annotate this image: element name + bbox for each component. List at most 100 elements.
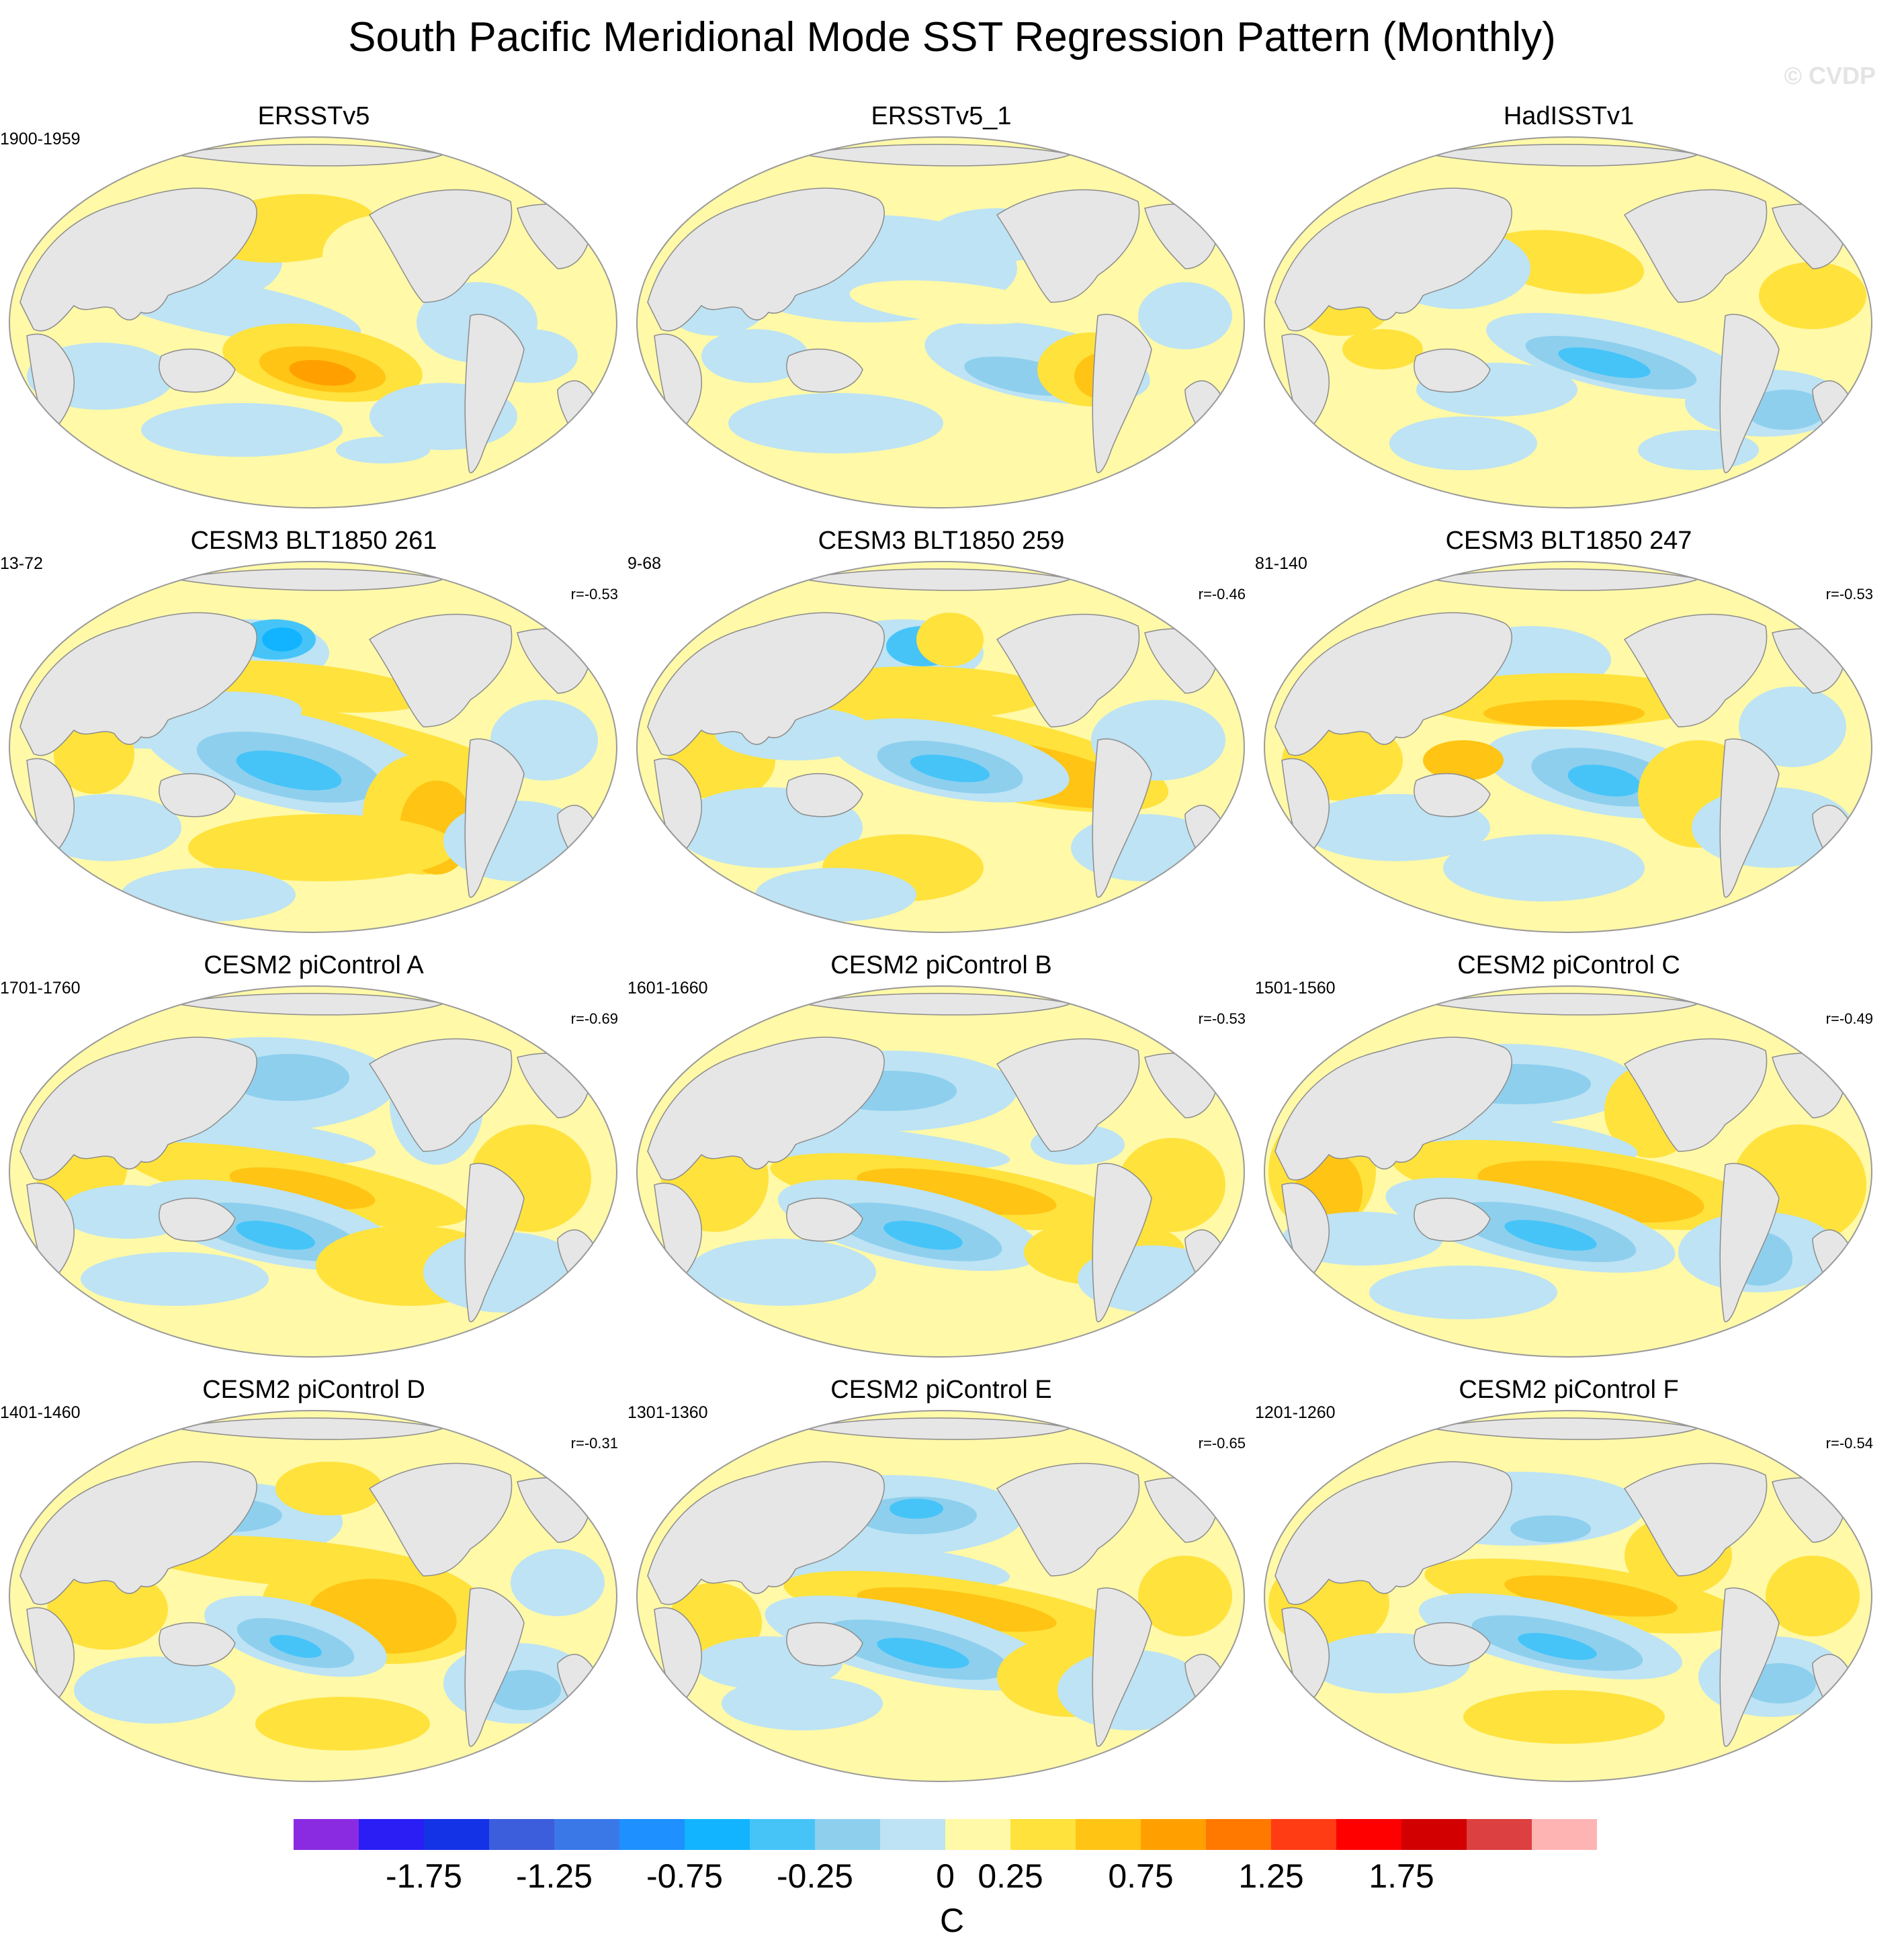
land-mass (996, 1038, 1140, 1152)
colorbar-swatch (619, 1819, 685, 1850)
panel-years: 1501-1560 (1255, 979, 1336, 998)
anomaly-region (1423, 740, 1504, 781)
panel-correlation: r=-0.54 (1825, 1435, 1873, 1452)
colorbar-swatch (359, 1819, 424, 1850)
land-mass (26, 1182, 75, 1280)
sst-map (636, 1410, 1245, 1782)
colorbar-tick-label: 1.25 (1238, 1857, 1304, 1895)
land-mass (1274, 187, 1512, 332)
panel-title: ERSSTv5 (257, 102, 370, 130)
land-mass (26, 758, 75, 855)
map-panel: CESM2 piControl B 1601-1660 r=-0.53 (628, 948, 1255, 1365)
land-mass (786, 772, 863, 817)
land-mass (1281, 333, 1330, 431)
land-mass (1719, 738, 1780, 898)
map-panel: CESM2 piControl F 1201-1260 r=-0.54 (1255, 1373, 1883, 1789)
panel-title: CESM2 piControl A (204, 951, 424, 979)
land-mass (1274, 1461, 1512, 1605)
anomaly-region (487, 1670, 561, 1710)
map-panel: CESM3 BLT1850 259 9-68 r=-0.46 (628, 524, 1255, 940)
land-mass (159, 348, 236, 393)
panel-title: ERSSTv5_1 (871, 102, 1012, 130)
watermark: © CVDP (1784, 62, 1876, 89)
anomaly-region (269, 1634, 322, 1658)
anomaly-region (688, 1239, 876, 1306)
anomaly-region (74, 1656, 235, 1724)
colorbar-swatch (685, 1819, 750, 1850)
anomaly-region (262, 627, 302, 652)
colorbar-swatch (424, 1819, 489, 1850)
anomaly-region (877, 1638, 969, 1669)
panel-title: HadISSTv1 (1503, 102, 1635, 130)
land-mass (19, 1036, 257, 1181)
map-panel: CESM3 BLT1850 247 81-140 r=-0.53 (1255, 524, 1883, 940)
sst-map (9, 1410, 617, 1782)
land-mass (368, 1038, 513, 1152)
colorbar-swatch (1467, 1819, 1532, 1850)
anomaly-region (336, 437, 430, 463)
colorbar (294, 1819, 1597, 1850)
anomaly-region (1389, 416, 1537, 470)
land-mass (19, 187, 257, 332)
anomaly-region (916, 613, 984, 666)
land-mass (19, 612, 257, 756)
land-mass (464, 314, 525, 474)
map-panel: ERSSTv5 1900-1959 (0, 99, 628, 516)
panel-years: 1601-1660 (628, 979, 708, 998)
panel-title: CESM2 piControl B (830, 951, 1052, 979)
anomaly-region (81, 1252, 269, 1306)
anomaly-region (1504, 1220, 1597, 1251)
anomaly-region (236, 1221, 315, 1250)
land-mass (1281, 1182, 1330, 1280)
anomaly-region (857, 1168, 1057, 1215)
anomaly-region (1342, 329, 1423, 369)
land-mass (1623, 1462, 1768, 1577)
panel-years: 13-72 (0, 554, 43, 573)
colorbar-units: C (939, 1902, 965, 1939)
anomaly-region (1558, 347, 1651, 378)
anomaly-region (1138, 1556, 1232, 1636)
sst-map (9, 985, 617, 1358)
land-mass (1274, 612, 1512, 756)
panel-years: 9-68 (628, 554, 662, 573)
land-mass (1092, 314, 1152, 474)
panel-correlation: r=-0.53 (570, 586, 618, 603)
anomaly-region (141, 403, 343, 457)
map-outline (9, 136, 617, 508)
panel-years: 1900-1959 (0, 130, 81, 148)
colorbar-swatch (750, 1819, 815, 1850)
panel-title: CESM2 piControl F (1459, 1376, 1679, 1404)
anomaly-region (857, 1587, 1057, 1632)
land-mass (159, 1622, 236, 1667)
panel-years: 81-140 (1255, 554, 1307, 573)
land-mass (1281, 758, 1330, 855)
land-mass (654, 333, 702, 431)
anomaly-region (121, 868, 296, 922)
panel-years: 1201-1260 (1255, 1403, 1336, 1422)
panel-title: CESM3 BLT1850 259 (818, 527, 1065, 555)
panel-title: CESM3 BLT1850 261 (190, 527, 437, 555)
anomaly-region (228, 1054, 349, 1101)
colorbar-swatch (1532, 1819, 1597, 1850)
map-panel: CESM2 piControl E 1301-1360 r=-0.65 (628, 1373, 1255, 1789)
colorbar-swatch (554, 1819, 619, 1850)
colorbar-swatch (1141, 1819, 1206, 1850)
land-mass (19, 1461, 257, 1605)
colorbar-tick-label: -1.25 (516, 1857, 593, 1895)
sst-map (1264, 561, 1872, 933)
map-outline (1264, 561, 1872, 933)
colorbar-swatch (880, 1819, 945, 1850)
panel-correlation: r=-0.53 (1198, 1010, 1246, 1027)
anomaly-region (883, 1221, 963, 1250)
panel-correlation: r=-0.53 (1825, 586, 1873, 603)
land-mass (26, 333, 75, 431)
colorbar-tick-label: 0.25 (978, 1857, 1043, 1895)
land-mass (1414, 772, 1491, 817)
anomaly-region (1138, 282, 1232, 349)
panel-title: CESM3 BLT1850 247 (1445, 527, 1692, 555)
colorbar-tick-label: 0.75 (1108, 1857, 1174, 1895)
land-mass (1414, 348, 1491, 393)
panel-title: CESM2 piControl E (830, 1376, 1052, 1404)
map-outline (9, 1410, 617, 1782)
anomaly-region (1483, 700, 1645, 727)
